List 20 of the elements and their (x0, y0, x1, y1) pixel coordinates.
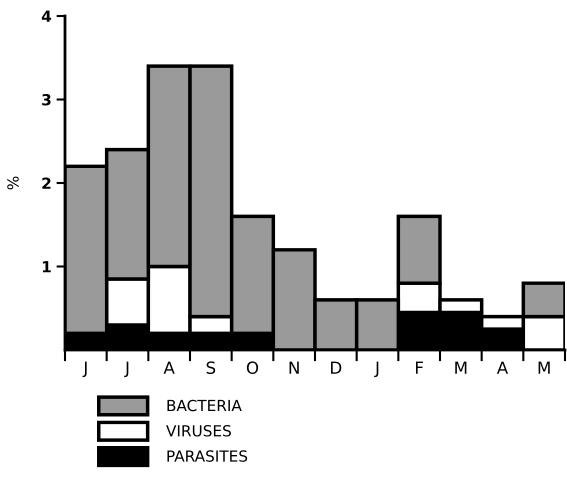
legend-label: BACTERIA (167, 400, 242, 412)
y-axis-title: % (7, 176, 19, 190)
y-tick-label: 2 (42, 177, 50, 189)
legend-label: VIRUSES (166, 425, 231, 437)
x-tick-label: O (246, 361, 258, 374)
x-tick-label: F (416, 362, 423, 374)
y-tick-label: 1 (42, 261, 51, 272)
y-tick-label: 3 (42, 94, 51, 106)
x-tick-label: M (455, 362, 466, 374)
x-tick-label: A (164, 362, 175, 374)
x-tick-label: J (82, 362, 87, 378)
x-tick-label: S (206, 361, 216, 374)
x-tick-label: N (290, 362, 299, 374)
legend-label: PARASITES (167, 450, 248, 462)
x-tick-label: J (124, 362, 128, 378)
x-tick-label: J (374, 362, 378, 378)
y-tick-label: 4 (42, 10, 52, 22)
x-tick-label: M (538, 362, 550, 374)
x-tick-label: D (331, 362, 342, 374)
x-tick-label: A (496, 362, 508, 374)
